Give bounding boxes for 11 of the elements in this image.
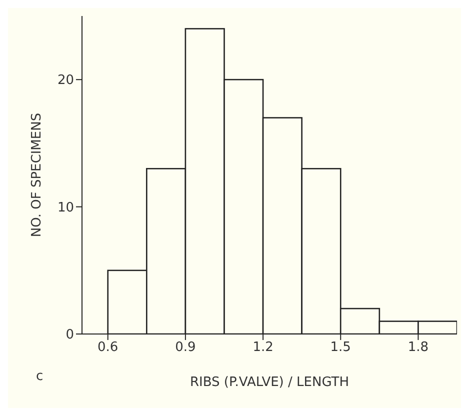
y-tick-label: 10 bbox=[57, 200, 74, 216]
x-axis-title: RIBS (P.VALVE) / LENGTH bbox=[190, 375, 350, 390]
y-tick-label: 0 bbox=[66, 328, 74, 343]
x-tick-label: 1.8 bbox=[408, 340, 429, 356]
y-tick-label: 20 bbox=[57, 73, 74, 88]
y-axis-title: NO. OF SPECIMENS bbox=[30, 112, 45, 238]
x-tick-label: 0.6 bbox=[98, 340, 118, 356]
x-tick-label: 1.5 bbox=[330, 340, 351, 356]
x-tick-label: 1.2 bbox=[252, 340, 274, 356]
text: c bbox=[36, 369, 44, 384]
x-tick-label: 0.9 bbox=[175, 340, 196, 356]
